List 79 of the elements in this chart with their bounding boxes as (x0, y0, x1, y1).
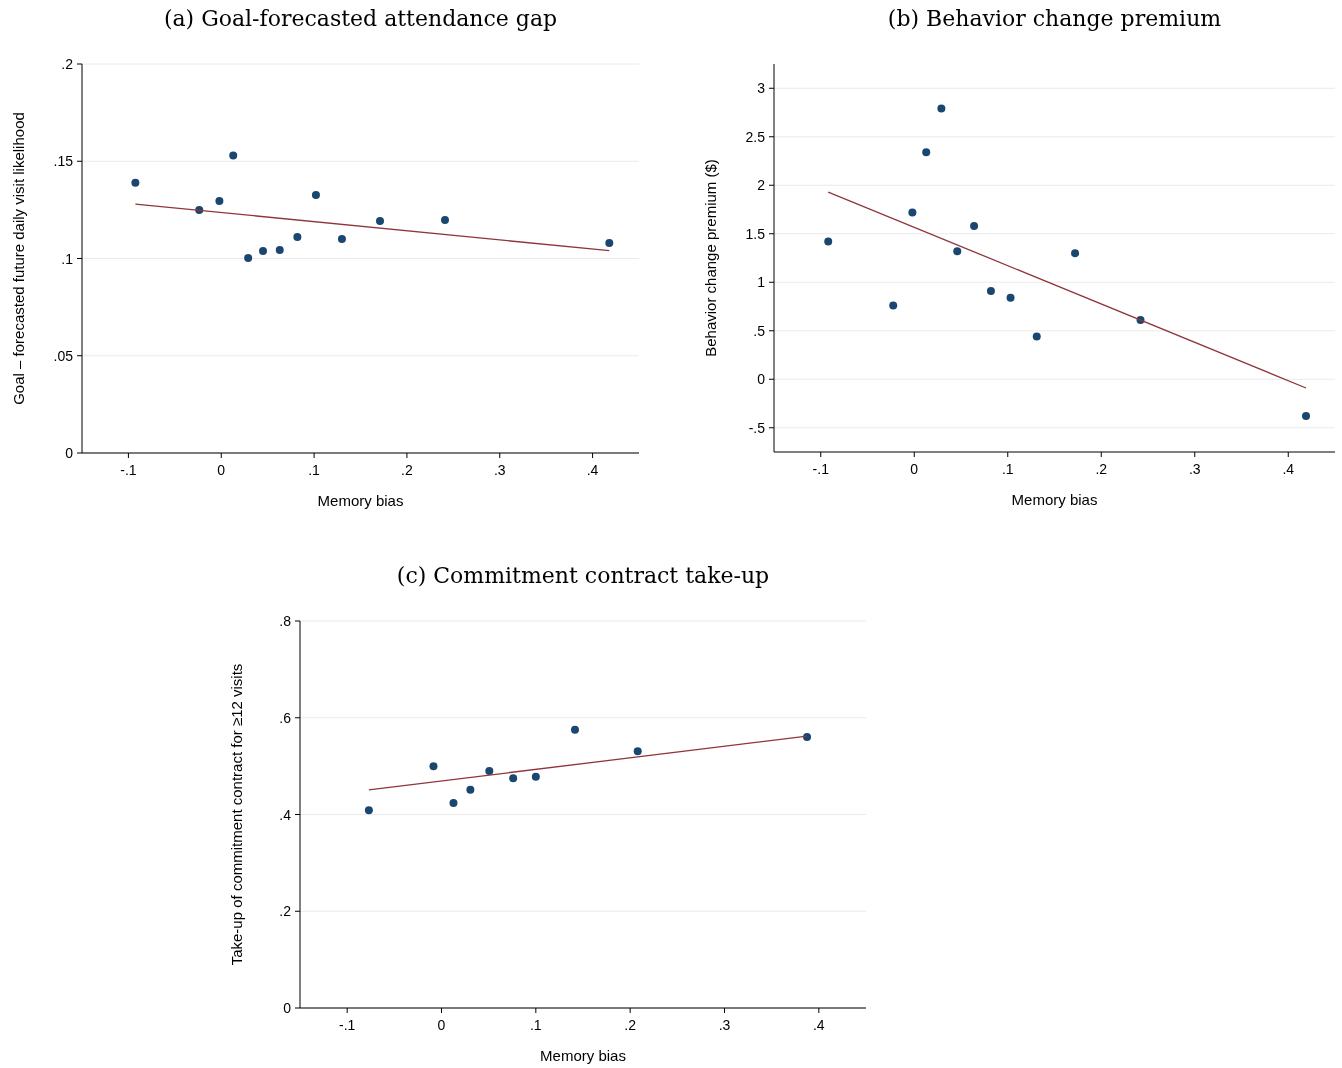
point (229, 151, 238, 160)
point (275, 245, 284, 254)
point (215, 196, 224, 205)
point (376, 216, 384, 225)
point (429, 762, 438, 771)
x-tick-label: 0 (910, 461, 919, 477)
point (986, 286, 995, 295)
chart-title: (a) Goal-forecasted attendance gap (163, 6, 558, 31)
x-tick-label: .3 (493, 462, 506, 478)
point (531, 772, 540, 781)
y-tick-label: .5 (753, 322, 766, 339)
y-tick-label: .4 (279, 806, 292, 823)
x-tick-label: .1 (1001, 461, 1014, 477)
y-tick-label: 2 (757, 177, 766, 194)
y-tick-label: .8 (279, 613, 292, 629)
point (970, 221, 979, 230)
point (937, 104, 946, 113)
point (244, 253, 253, 262)
x-tick-label: .3 (1188, 461, 1201, 477)
x-tick-label: .3 (718, 1017, 731, 1033)
x-axis-title: Memory bias (540, 1047, 626, 1064)
y-axis-title: Take-up of commitment contract for ≥12 visits (228, 663, 245, 966)
x-tick-label: .2 (1095, 461, 1108, 477)
y-tick-label: 0 (65, 445, 74, 461)
point (259, 246, 268, 255)
point (509, 774, 518, 783)
y-tick-label: 0 (283, 1000, 292, 1016)
point (449, 798, 458, 807)
point (1071, 249, 1080, 258)
y-tick-label: .2 (279, 903, 292, 920)
y-tick-label: 0 (757, 371, 766, 388)
y-tick-label: .2 (61, 56, 74, 72)
x-tick-label: .1 (529, 1017, 542, 1033)
x-tick-label: .4 (586, 462, 599, 478)
point (440, 215, 449, 224)
y-tick-label: .1 (61, 250, 74, 267)
point (485, 766, 494, 775)
y-axis-title: Goal – forecasted future daily visit likelihood (10, 112, 27, 405)
point (1006, 293, 1015, 302)
x-tick-label: 0 (437, 1017, 446, 1033)
chart-title: (b) Behavior change premium (887, 6, 1222, 31)
y-tick-label: .15 (53, 153, 74, 170)
point (922, 148, 931, 157)
point (889, 301, 898, 310)
point (633, 747, 642, 756)
point (1302, 412, 1311, 421)
y-tick-label: .05 (53, 347, 74, 364)
y-tick-label: 3 (757, 80, 766, 97)
x-tick-label: .2 (401, 462, 413, 478)
point (1032, 332, 1041, 341)
point (337, 235, 346, 244)
x-axis-title: Memory bias (317, 492, 404, 509)
point (570, 725, 579, 734)
x-tick-label: .2 (624, 1017, 637, 1033)
point (824, 237, 833, 246)
chart-title: (c) Commitment contract take-up (396, 563, 770, 588)
x-tick-label: .1 (308, 462, 321, 478)
x-tick-label: -.1 (120, 462, 137, 478)
point (364, 806, 373, 815)
point (908, 208, 917, 217)
x-tick-label: 0 (217, 462, 226, 478)
y-tick-label: 2.5 (745, 128, 766, 145)
point (293, 233, 302, 242)
point (311, 190, 320, 199)
y-tick-label: 1 (757, 274, 766, 291)
x-tick-label: .4 (1282, 461, 1295, 477)
point (466, 785, 475, 794)
point (953, 247, 962, 256)
x-axis-title: Memory bias (1011, 491, 1098, 508)
y-tick-label: 1.5 (745, 225, 766, 242)
x-tick-label: -.1 (338, 1017, 356, 1033)
y-tick-label: -.5 (748, 419, 766, 436)
y-tick-label: .6 (279, 709, 292, 726)
point (131, 178, 140, 187)
point (605, 238, 614, 247)
y-axis-title: Behavior change premium ($) (702, 159, 719, 357)
point (803, 733, 812, 742)
x-tick-label: .4 (812, 1017, 825, 1033)
x-tick-label: -.1 (812, 461, 830, 477)
